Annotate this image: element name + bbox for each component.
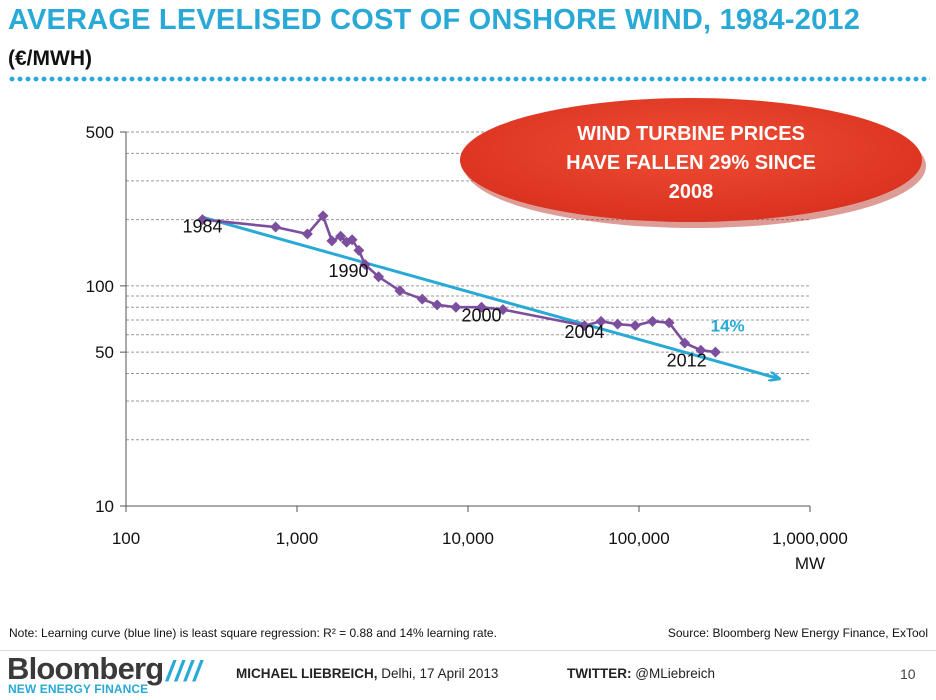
dotted-divider [8,76,930,82]
x-tick-label: 1,000 [276,529,319,548]
slide-title: AVERAGE LEVELISED COST OF ONSHORE WIND, … [8,2,908,77]
y-tick-label: 10 [95,497,114,516]
year-label: 1990 [328,261,368,281]
axes-layer: 10 50 100 500 100 1,000 10,000 100,000 1,000,000… [86,123,848,573]
x-axis-title: MW [795,554,825,573]
callout-line: 2008 [669,181,714,203]
x-tick-label: 10,000 [442,529,494,548]
presenter-name: MICHAEL LIEBREICH, [236,666,378,681]
year-label: 2000 [462,305,502,325]
logo-wordmark: Bloomberg [7,651,164,686]
twitter-handle: TWITTER: @MLiebreich [567,666,715,681]
data-point [416,293,428,305]
data-point [353,244,365,256]
data-point [431,299,443,311]
data-point [595,315,607,327]
callout-line: HAVE FALLEN 29% SINCE [566,152,816,174]
data-point [317,210,329,222]
presenter-place: Delhi, 17 April 2013 [381,666,499,681]
data-point [679,337,691,349]
title-text: AVERAGE LEVELISED COST OF ONSHORE WIND, … [8,4,861,36]
x-tick-label: 100 [112,529,140,548]
data-point [394,285,406,297]
slash-mark: //// [166,656,203,688]
data-point [373,271,385,283]
y-tick-label: 50 [95,343,114,362]
y-tick-label: 100 [86,277,114,296]
data-point [450,301,462,313]
series-layer [196,210,778,378]
data-point [578,320,590,332]
twitter-label: TWITTER: [567,666,632,681]
callout-line: WIND TURBINE PRICES [577,123,805,145]
data-point [663,317,675,329]
data-point [335,230,347,242]
source-note: Source: Bloomberg New Energy Finance, Ex… [667,626,928,640]
x-tick-label: 1,000,000 [772,529,848,548]
data-point [695,344,707,356]
title-unit: (€/MWH) [8,47,92,70]
logo-subtitle: NEW ENERGY FINANCE [8,682,149,696]
year-label: 1984 [182,216,222,236]
data-point [612,318,624,330]
data-point [270,221,282,233]
data-point [196,214,208,226]
data-point [647,315,659,327]
data-point [301,228,313,240]
bloomberg-logo: Bloomberg NEW ENERGY FINANCE [7,651,167,697]
data-point [326,235,338,247]
page-number: 10 [900,666,916,682]
callout-text: WIND TURBINE PRICES HAVE FALLEN 29% SINCE… [566,123,816,203]
year-label: 2012 [667,351,707,371]
learning-rate-label: 14% [711,317,745,336]
x-tick-label: 100,000 [608,529,669,548]
presenter-credit: MICHAEL LIEBREICH, Delhi, 17 April 2013 [236,666,498,681]
data-point [709,346,721,358]
footer-rule [0,650,936,651]
regression-line [202,215,778,378]
data-point [629,320,641,332]
data-point [476,301,488,313]
data-point [359,259,371,271]
data-point [346,234,358,246]
year-label: 2004 [564,322,604,342]
data-point [497,304,509,316]
callout-ellipse: WIND TURBINE PRICES HAVE FALLEN 29% SINCE… [460,98,926,228]
cost-series-line [202,214,716,354]
y-tick-label: 500 [86,123,114,142]
footnote: Note: Learning curve (blue line) is leas… [9,626,497,640]
twitter-value: @MLiebreich [635,666,715,681]
